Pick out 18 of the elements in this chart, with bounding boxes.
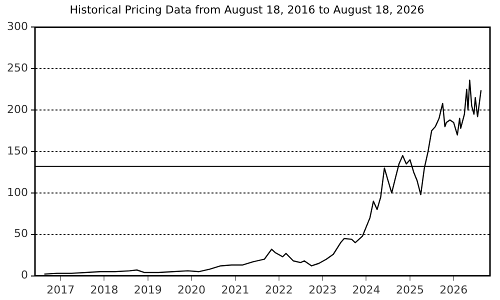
x-tick-label: 2018 [90,283,118,296]
x-tick-label: 2024 [352,283,380,296]
x-tick-label: 2021 [221,283,250,296]
y-tick-label: 250 [6,61,28,74]
x-tick-label: 2020 [178,283,206,296]
y-tick-label: 150 [6,144,28,158]
y-tick-label: 0 [20,268,28,282]
y-tick-label: 50 [14,227,28,240]
y-tick-label: 200 [6,102,28,116]
x-tick-label: 2017 [46,283,75,296]
x-tick-label: 2023 [308,283,337,296]
y-tick-label: 300 [6,20,28,34]
x-tick-label: 2019 [134,283,162,296]
x-tick-label: 2025 [396,283,424,296]
x-tick-label: 2022 [264,283,293,296]
x-tick-label: 2026 [440,283,468,296]
chart-title: Historical Pricing Data from August 18, 2016 to August 18, 2026 [70,3,424,16]
y-tick-label: 100 [6,186,28,199]
